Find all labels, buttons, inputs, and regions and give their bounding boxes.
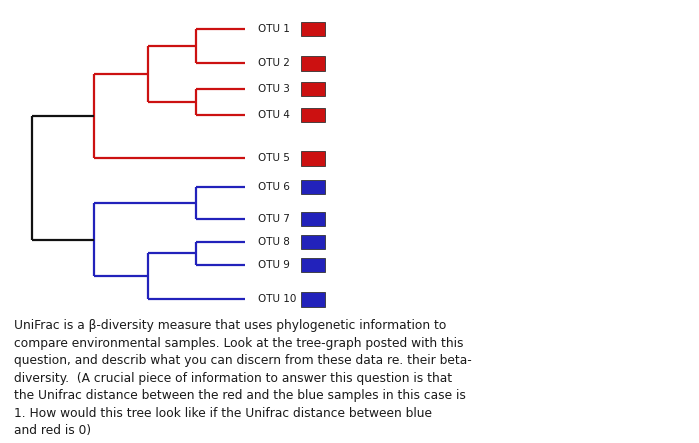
Bar <box>301 180 325 194</box>
Text: OTU 9: OTU 9 <box>258 260 290 270</box>
Text: OTU 10: OTU 10 <box>258 295 296 304</box>
Text: OTU 7: OTU 7 <box>258 214 290 224</box>
Bar <box>301 212 325 226</box>
Text: OTU 6: OTU 6 <box>258 182 290 192</box>
Text: OTU 8: OTU 8 <box>258 237 290 247</box>
Text: OTU 4: OTU 4 <box>258 110 290 120</box>
Text: OTU 2: OTU 2 <box>258 58 290 68</box>
Bar <box>301 292 325 307</box>
Bar <box>301 235 325 249</box>
Text: OTU 3: OTU 3 <box>258 84 290 94</box>
Bar <box>301 258 325 272</box>
Text: OTU 1: OTU 1 <box>258 24 290 34</box>
Text: OTU 5: OTU 5 <box>258 153 290 163</box>
Bar <box>301 108 325 122</box>
Bar <box>301 82 325 97</box>
Text: UniFrac is a β-diversity measure that uses phylogenetic information to
compare e: UniFrac is a β-diversity measure that us… <box>14 319 472 437</box>
Bar <box>301 22 325 36</box>
Bar <box>301 151 325 166</box>
Bar <box>301 56 325 70</box>
